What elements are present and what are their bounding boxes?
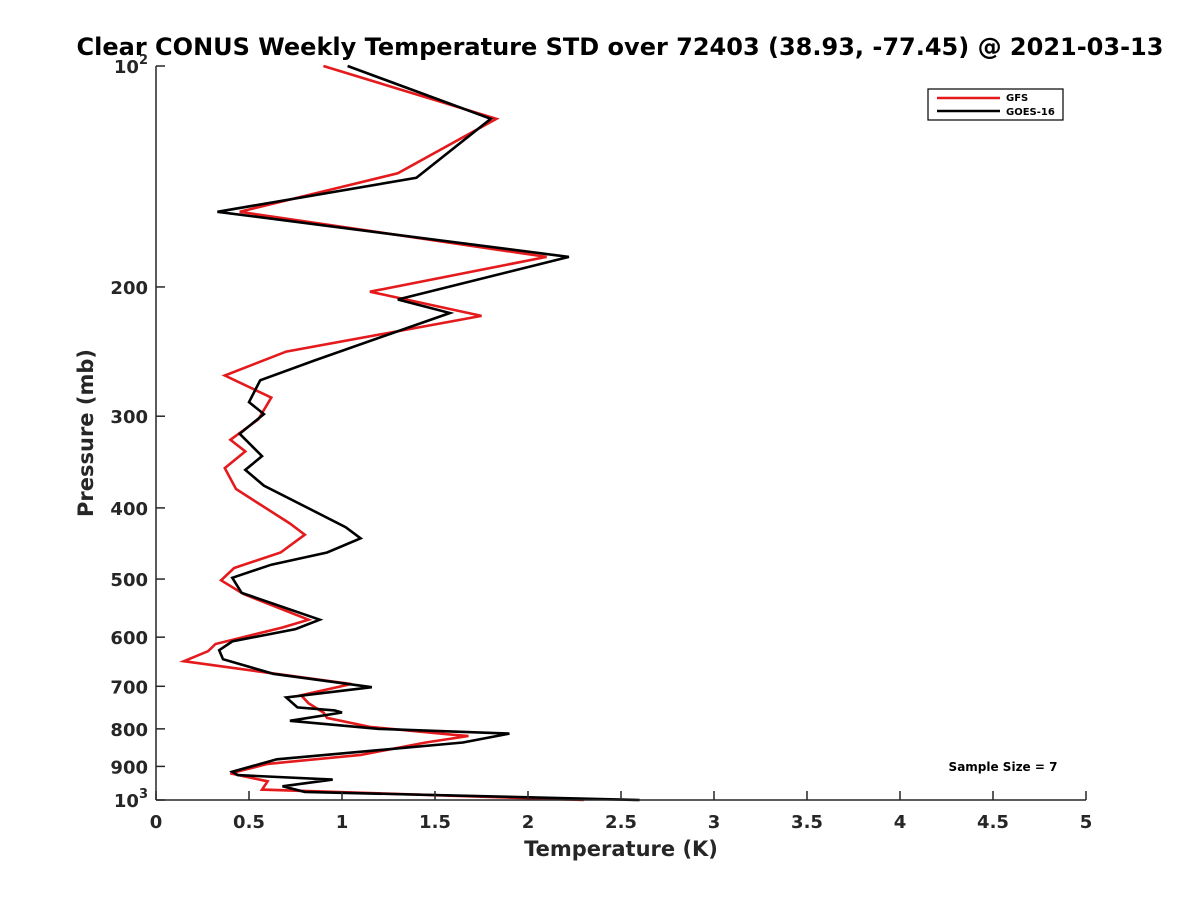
y-tick-label: 900 [110, 757, 148, 778]
x-tick-label: 3 [708, 812, 721, 833]
y-tick-label: 700 [110, 677, 148, 698]
y-tick-label: 400 [110, 499, 148, 520]
series-line-goes-16 [217, 64, 640, 802]
x-tick-label: 3.5 [791, 812, 823, 833]
legend-label-goes16: GOES-16 [1006, 107, 1055, 118]
x-tick-label: 2 [522, 812, 535, 833]
y-tick-label: 300 [110, 407, 148, 428]
y-tick-label-base: 10 [114, 791, 139, 812]
sample-size-annotation: Sample Size = 7 [949, 760, 1058, 774]
y-tick-label: 800 [110, 720, 148, 741]
series-line-gfs [178, 64, 584, 802]
x-axis-ticks: 0 0.5 1 1.5 2 2.5 3 3.5 4 4.5 5 [150, 791, 1093, 833]
y-tick-label: 200 [110, 278, 148, 299]
legend-box [927, 88, 1064, 121]
y-tick-label: 600 [110, 628, 148, 649]
x-tick-label: 1 [336, 812, 349, 833]
y-tick-label-exponent: 3 [139, 787, 148, 802]
x-tick-label: 0.5 [233, 812, 265, 833]
y-tick-label: 103 [114, 787, 148, 812]
series-layer [178, 64, 640, 802]
legend: GFS GOES-16 [927, 88, 1064, 121]
x-tick-label: 2.5 [605, 812, 637, 833]
y-tick-label-base: 10 [114, 57, 139, 78]
x-axis-label: Temperature (K) [524, 837, 718, 861]
chart-title: Clear CONUS Weekly Temperature STD over … [77, 33, 1164, 61]
x-tick-label: 1.5 [419, 812, 451, 833]
y-axis-label: Pressure (mb) [74, 349, 98, 517]
x-tick-label: 5 [1080, 812, 1093, 833]
x-tick-label: 4 [894, 812, 907, 833]
x-tick-label: 4.5 [977, 812, 1009, 833]
y-tick-label-exponent: 2 [139, 53, 148, 68]
legend-label-gfs: GFS [1006, 93, 1028, 104]
y-tick-label: 500 [110, 570, 148, 591]
x-tick-label: 0 [150, 812, 163, 833]
y-tick-label: 102 [114, 53, 148, 78]
